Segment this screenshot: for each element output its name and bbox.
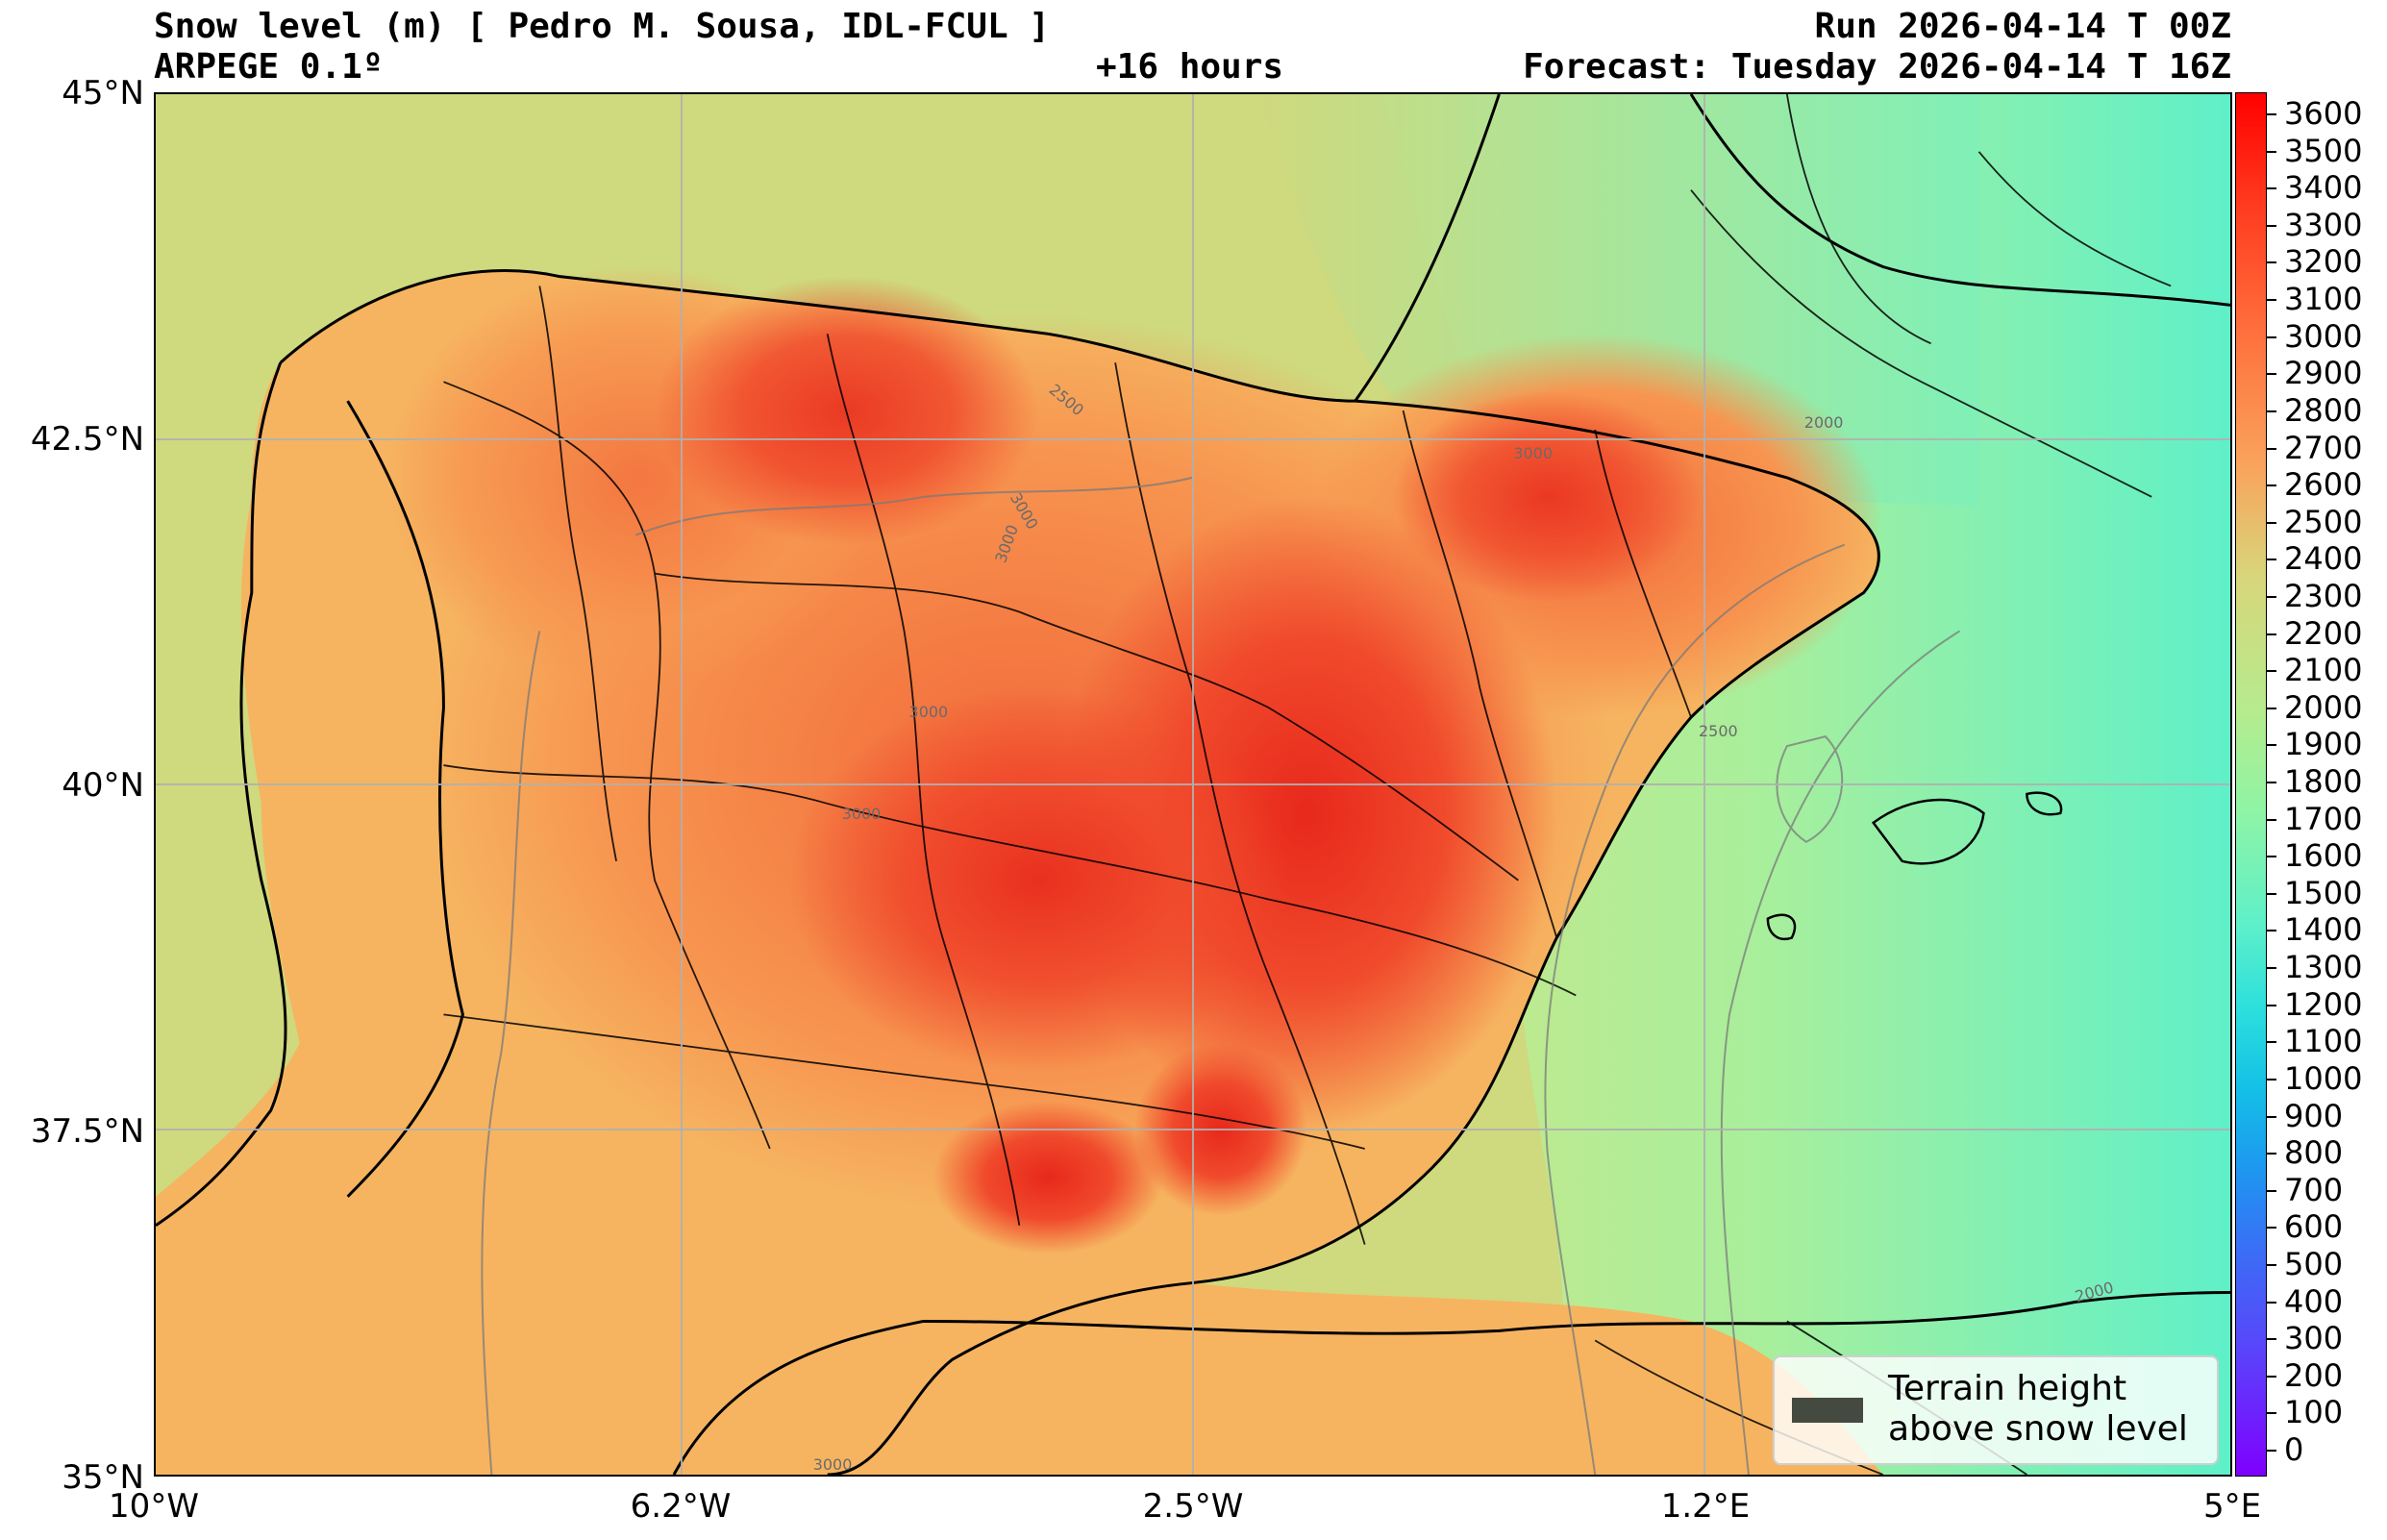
contour-label: 2000 [1804,413,1844,432]
snow-level-map: 2500 3000 3000 3000 3000 3000 2000 2500 … [156,94,2230,1475]
balearic-islands [1766,791,2063,940]
snow-level-colorbar [2235,92,2267,1477]
contour-label: 3000 [813,1455,853,1474]
lat-lon-grid [156,94,2230,1475]
north-africa-area [539,1238,1883,1475]
forecast-lead-time: +16 hours [1096,47,1284,87]
contour-label: 3000 [909,703,949,721]
contour-label: 2500 [1699,722,1738,740]
lon-tick-label: 1.2°E [1660,1487,1751,1526]
lon-tick-label: 5°E [2202,1487,2262,1526]
region-borders [443,94,2172,1475]
map-title: Snow level (m) [ Pedro M. Sousa, IDL-FCU… [154,7,1050,46]
lat-tick-label: 35°N [62,1458,144,1497]
forecast-time: Forecast: Tuesday 2026-04-14 T 16Z [1523,47,2231,87]
lat-tick-label: 45°N [62,74,144,112]
contour-label: 3000 [842,805,882,823]
lon-tick-label: 10°W [109,1487,199,1526]
lat-tick-label: 37.5°N [30,1112,144,1151]
colorbar-ticks: 3600 3500 3400 3300 3200 3100 3000 2900 2800 2700… [2267,95,2363,1468]
country-borders [156,94,2230,1475]
lon-tick-label: 2.5°W [1142,1487,1244,1526]
lat-tick-label: 42.5°N [30,420,144,459]
contour-label: 3000 [1513,444,1553,462]
map-legend: Terrain height above snow level [1773,1355,2219,1465]
run-time: Run 2026-04-14 T 00Z [1814,7,2231,46]
snow-zone-high [1393,391,1702,603]
legend-label: Terrain height above snow level [1888,1369,2188,1449]
snow-zone-high [932,1101,1164,1254]
lat-tick-label: 40°N [62,766,144,805]
snow-zone-high [788,688,1288,1073]
map-plot-area: 2500 3000 3000 3000 3000 3000 2000 2500 … [154,92,2232,1477]
lon-tick-label: 6.2°W [630,1487,732,1526]
terrain-swatch [1792,1398,1863,1423]
model-name: ARPEGE 0.1º [154,47,384,87]
